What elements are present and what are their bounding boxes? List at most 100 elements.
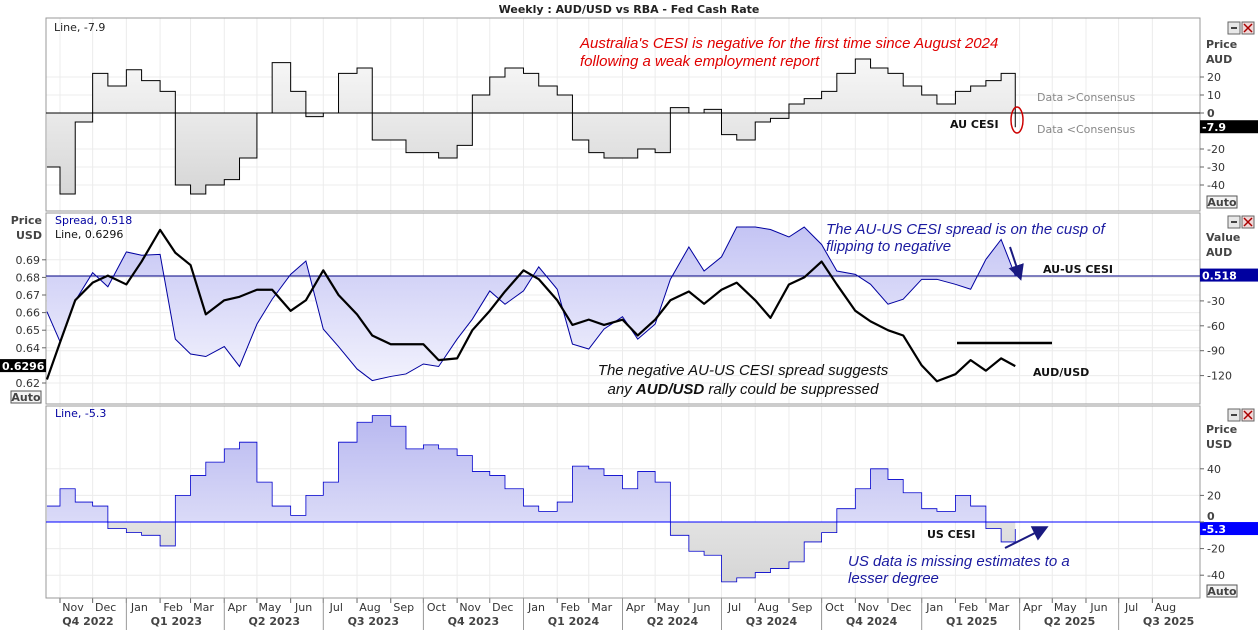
spread-left-axis-tick-label: 0.68 [16, 271, 41, 284]
month-label: Jul [727, 601, 741, 614]
spread-left-axis-tick-label: 0.62 [16, 377, 41, 390]
us-note-line1: US data is missing estimates to a [848, 553, 1070, 570]
us-cesi-label: US CESI [927, 528, 975, 541]
spread-note-line1: The AU-US CESI spread is on the cusp of [826, 221, 1107, 238]
quarter-label: Q1 2025 [946, 615, 997, 628]
quarter-label: Q4 2024 [846, 615, 898, 628]
au-axis-tick-label: -20 [1207, 143, 1225, 156]
month-label: Mar [989, 601, 1010, 614]
close-glyph [1243, 217, 1253, 227]
spread-line [46, 226, 1016, 382]
month-label: Apr [1023, 601, 1043, 614]
month-label: Jan [925, 601, 943, 614]
axes-layer: -7.9 0.518 0.6296 -5.3 20 10 0 -20 -30 -40 0.69 0.6… [0, 71, 1258, 582]
spread-left-title-2: USD [16, 229, 42, 242]
auto-button-frame [1206, 584, 1238, 598]
us-close-button[interactable] [1241, 408, 1255, 422]
month-label: Jun [294, 601, 312, 614]
au-note-line1: Australia's CESI is negative for the fir… [579, 35, 998, 52]
us-note-line2: lesser degree [848, 570, 939, 587]
us-cesi-area-below [46, 522, 1016, 582]
us-axis-title-2: USD [1206, 438, 1232, 451]
audusd-note-line1: The negative AU-US CESI spread suggests [598, 362, 889, 379]
month-label: Jun [1089, 601, 1107, 614]
month-label: Feb [163, 601, 182, 614]
minimize-glyph [1231, 221, 1237, 223]
audusd-note-line2-part-b: AUD/USD [635, 381, 705, 398]
auto-button-label: Auto [1207, 196, 1237, 209]
us-last-value-tag-bg [1200, 522, 1258, 536]
month-label: Oct [427, 601, 447, 614]
month-label: Dec [492, 601, 513, 614]
month-label: Nov [459, 601, 481, 614]
us-axis-tick-label: 40 [1207, 463, 1221, 476]
us-axis-tick-label: -20 [1207, 543, 1225, 556]
us-cesi-line [46, 415, 1016, 583]
quarter-label: Q4 2023 [448, 615, 499, 628]
us-minimize-button[interactable] [1227, 408, 1241, 422]
us-axis-tick-label: 20 [1207, 489, 1221, 502]
spread-last-value-tag-bg [1200, 268, 1258, 282]
auto-button-label: Auto [11, 391, 41, 404]
month-label: Nov [62, 601, 84, 614]
chart-title: Weekly : AUD/USD vs RBA - Fed Cash Rate [499, 3, 760, 16]
audusd-note-line2-part-c: rally could be suppressed [704, 381, 879, 398]
spread-note-line2: flipping to negative [826, 238, 951, 255]
quarter-label: Q1 2023 [151, 615, 202, 628]
au-close-button[interactable] [1241, 21, 1255, 35]
au-axis-title-1: Price [1206, 38, 1237, 51]
quarter-label: Q2 2025 [1044, 615, 1095, 628]
spread-right-title-1: Value [1206, 231, 1240, 244]
month-label: Aug [1155, 601, 1176, 614]
spread-arrow [1008, 246, 1024, 281]
month-label: Dec [95, 601, 116, 614]
au-minimize-button[interactable] [1227, 21, 1241, 35]
audusd-last-value-tag: 0.6296 [2, 360, 45, 373]
month-label: Oct [825, 601, 845, 614]
quarter-label: Q4 2022 [62, 615, 113, 628]
spread-right-axis-tick-label: -120 [1207, 370, 1232, 383]
spread-left-axis-tick-label: 0.69 [16, 254, 41, 267]
audusd-label: AUD/USD [1033, 366, 1089, 379]
legend-us: Line, -5.3 [55, 407, 106, 420]
audusd-note-line2-part-a: any [608, 381, 636, 398]
spread-left-title-1: Price [11, 214, 42, 227]
spread-left-axis-tick-label: 0.66 [16, 307, 41, 320]
month-label: Dec [890, 601, 911, 614]
au-note-line2: following a weak employment report [580, 53, 820, 70]
minimize-glyph [1231, 27, 1237, 29]
us-axis-tick-label: 0 [1207, 510, 1215, 523]
quarter-label: Q3 2025 [1143, 615, 1194, 628]
month-label: Feb [959, 601, 978, 614]
spread-minimize-button[interactable] [1227, 215, 1241, 229]
au-axis-tick-label: -30 [1207, 161, 1225, 174]
spread-right-title-2: AUD [1206, 246, 1232, 259]
us-last-value-tag: -5.3 [1202, 523, 1226, 536]
spread-right-axis-tick-label: -30 [1207, 295, 1225, 308]
minimize-glyph [1231, 414, 1237, 416]
data-above-consensus: Data >Consensus [1037, 91, 1136, 104]
month-label: Sep [792, 601, 813, 614]
month-label: Mar [193, 601, 214, 614]
panel-controls: Auto Auto Auto [10, 21, 1255, 598]
spread-left-axis-tick-label: 0.67 [16, 289, 41, 302]
au-auto-button[interactable]: Auto [1206, 195, 1238, 209]
quarter-label: Q3 2023 [348, 615, 399, 628]
x-axis: Nov Dec Jan Feb Mar Apr May Jun Jul Aug Sep Oct Nov D… [46, 597, 1200, 630]
us-auto-button[interactable]: Auto [1206, 584, 1238, 598]
us-cesi-area-above [46, 415, 1016, 522]
us-arrow [1004, 526, 1049, 549]
close-glyph [1243, 410, 1253, 420]
au-axis-title-2: AUD [1206, 53, 1232, 66]
month-label: Jan [130, 601, 148, 614]
spread-area [46, 227, 1016, 381]
quarter-label: Q2 2024 [647, 615, 699, 628]
spread-auto-button[interactable]: Auto [10, 390, 42, 404]
spread-close-button[interactable] [1241, 215, 1255, 229]
au-axis-tick-label: 10 [1207, 89, 1221, 102]
quarter-label: Q1 2024 [548, 615, 600, 628]
month-label: May [259, 601, 282, 614]
month-label: May [657, 601, 680, 614]
month-label: Apr [228, 601, 248, 614]
month-label: Jul [329, 601, 343, 614]
